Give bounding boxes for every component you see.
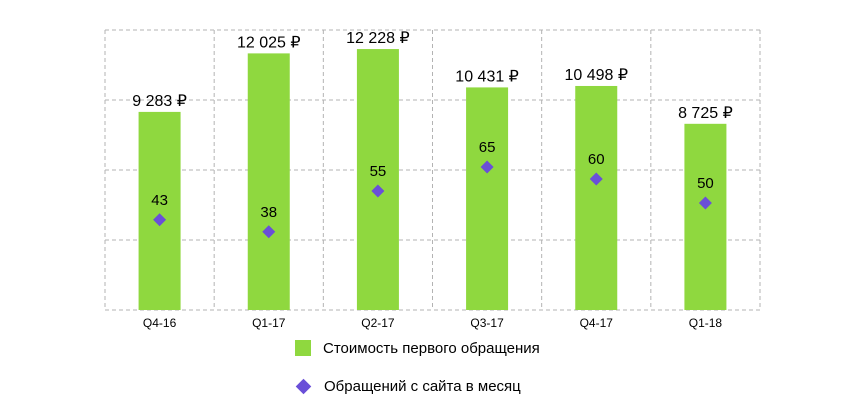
x-tick-label: Q1-17 [252, 316, 286, 330]
bar-value-label: 12 025 ₽ [237, 34, 301, 51]
gridlines [104, 29, 761, 311]
legend-label-requests: Обращений с сайта в месяц [324, 377, 521, 395]
legend-label-cost: Стоимость первого обращения [323, 339, 540, 357]
bar-series [138, 49, 727, 311]
x-tick-label: Q1-18 [689, 316, 723, 330]
diamond-marker [480, 160, 494, 174]
marker-value-label: 43 [151, 192, 168, 209]
bar [138, 111, 181, 310]
legend-item-requests: Обращений с сайта в месяц [295, 376, 540, 396]
legend: Стоимость первого обращения Обращений с … [295, 338, 540, 414]
bar [247, 53, 290, 310]
bar-value-label: 10 431 ₽ [455, 68, 519, 85]
marker-labels: 43 38 55 65 60 50 [151, 139, 714, 221]
legend-item-cost: Стоимость первого обращения [295, 338, 540, 358]
bar [356, 49, 399, 311]
bar-value-label: 12 228 ₽ [346, 30, 410, 47]
x-tick-label: Q4-16 [143, 316, 177, 330]
bar [575, 85, 618, 310]
bar-labels: 9 283 ₽ 12 025 ₽ 12 228 ₽ 10 431 ₽ 10 498 ₽ 8… [132, 30, 733, 122]
bar [466, 87, 509, 310]
x-tick-label: Q3-17 [470, 316, 504, 330]
bar-value-label: 8 725 ₽ [678, 105, 733, 122]
diamond-marker [153, 213, 167, 227]
bar-value-label: 10 498 ₽ [564, 67, 628, 84]
legend-diamond-swatch [295, 378, 312, 394]
marker-value-label: 65 [479, 139, 496, 156]
marker-value-label: 50 [697, 175, 714, 192]
bar [684, 123, 727, 310]
x-tick-labels: Q4-16 Q1-17 Q2-17 Q3-17 Q4-17 Q1-18 [143, 316, 723, 330]
x-tick-label: Q2-17 [361, 316, 395, 330]
x-tick-label: Q4-17 [580, 316, 614, 330]
bar-value-label: 9 283 ₽ [132, 93, 187, 110]
marker-series [153, 160, 712, 239]
diamond-marker [262, 225, 276, 239]
diamond-marker [589, 172, 603, 186]
diamond-marker [371, 184, 385, 198]
legend-bar-swatch [295, 340, 311, 356]
diamond-marker [698, 196, 712, 210]
marker-value-label: 55 [370, 163, 387, 180]
marker-value-label: 38 [260, 204, 277, 221]
marker-value-label: 60 [588, 151, 605, 168]
